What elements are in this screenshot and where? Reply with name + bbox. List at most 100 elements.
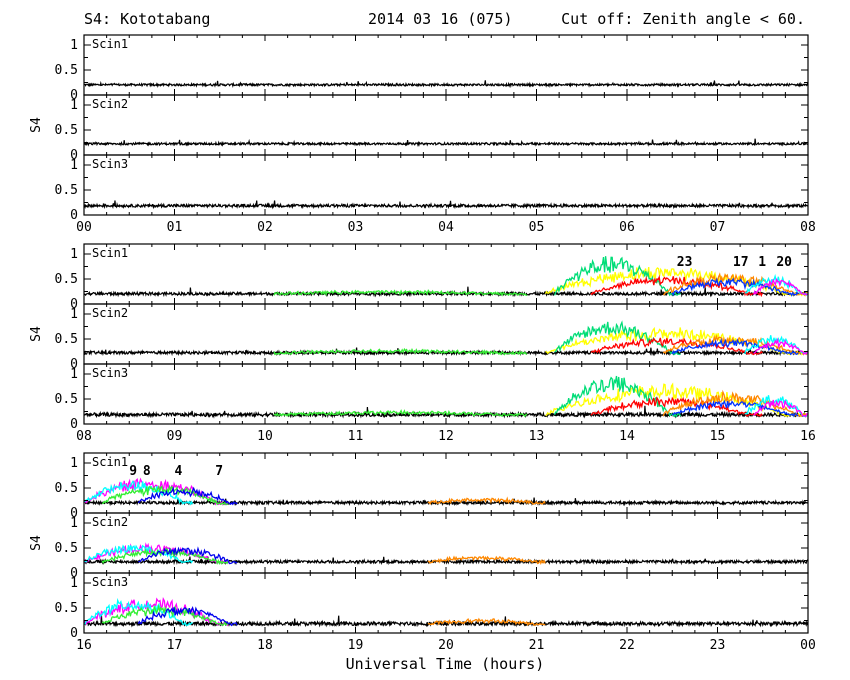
x-tick-label: 13 <box>529 429 545 444</box>
trace-prn-1 <box>590 396 763 418</box>
x-tick-label: 08 <box>800 220 816 235</box>
y-tick-label: 0 <box>70 357 78 372</box>
panel-scin3: 0 0.5 1 Scin3 <box>55 154 809 223</box>
panel-label: Scin3 <box>92 157 128 171</box>
x-tick-label: 01 <box>167 220 183 235</box>
x-tick-label: 12 <box>438 429 454 444</box>
y-tick-label: 0.5 <box>55 63 78 78</box>
y-tick-label: 0.5 <box>55 332 78 347</box>
trace-prn-black <box>83 556 809 566</box>
x-tick-label: 10 <box>257 429 273 444</box>
traces <box>84 80 809 89</box>
panel-label: Scin2 <box>92 515 128 529</box>
panel-label: Scin1 <box>92 455 128 469</box>
traces <box>83 542 809 566</box>
trace-prn-black <box>83 614 809 628</box>
x-axis-label: Universal Time (hours) <box>346 655 545 673</box>
y-tick-label: 0.5 <box>55 272 78 287</box>
y-tick-label: 1 <box>70 158 78 173</box>
trace-prn-8 <box>744 395 808 418</box>
y-tick-label: 1 <box>70 307 78 322</box>
trace-prn-1 <box>590 274 763 298</box>
prn-label-9: 9 <box>129 464 137 479</box>
y-tick-label: 1 <box>70 576 78 591</box>
trace-prn-8 <box>84 597 193 626</box>
y-axis-label: S4 <box>29 117 44 133</box>
trace-prn-17 <box>663 272 808 297</box>
x-tick-label: 09 <box>167 429 183 444</box>
y-tick-label: 1 <box>70 247 78 262</box>
trace-prn-4 <box>101 547 229 566</box>
trace-prn-23 <box>553 256 681 297</box>
y-axis-label: S4 <box>29 535 44 551</box>
prn-label-17: 17 <box>733 255 749 270</box>
y-tick-label: 0 <box>70 566 78 581</box>
trace-prn-17 <box>427 555 546 566</box>
x-tick-label: 18 <box>257 638 273 653</box>
x-tick-label: 02 <box>257 220 273 235</box>
trace-prn-black <box>83 138 809 148</box>
panel-scin3: 0 0.5 1 Scin3 <box>55 363 809 432</box>
trace-prn-17 <box>427 496 546 505</box>
prn-label-8: 8 <box>143 464 151 479</box>
y-tick-label: 1 <box>70 38 78 53</box>
panel-scin2: 0 0.5 1 Scin2 S4 <box>29 94 809 163</box>
panel-label: Scin1 <box>92 37 128 51</box>
prn-label-23: 23 <box>677 255 693 270</box>
panel-frame <box>83 94 809 156</box>
x-tick-label: 07 <box>710 220 726 235</box>
trace-prn-4 <box>101 604 229 627</box>
trace-prn-4 <box>273 289 528 297</box>
trace-prn-1 <box>590 337 763 356</box>
trace-prn-7 <box>137 605 238 627</box>
trace-prn-black <box>83 405 809 419</box>
panel-label: Scin2 <box>92 306 128 320</box>
trace-prn-9 <box>753 399 808 418</box>
trace-prn-8 <box>744 335 809 355</box>
x-tick-label: 08 <box>76 429 92 444</box>
trace-prn-blue <box>671 338 799 356</box>
y-tick-label: 0.5 <box>55 481 78 496</box>
panel-row-0: 0 0.5 1 Scin1 0 0.5 1 Scin2 S4 0 0.5 1 Scin3 00 01 02 03… <box>29 34 816 235</box>
trace-prn-black <box>83 347 809 357</box>
trace-prn-black <box>83 497 809 507</box>
y-tick-label: 0.5 <box>55 541 78 556</box>
x-tick-label: 21 <box>529 638 545 653</box>
x-tick-label: 05 <box>529 220 545 235</box>
y-tick-label: 0 <box>70 88 78 103</box>
y-tick-label: 0 <box>70 297 78 312</box>
y-tick-label: 0 <box>70 208 78 223</box>
panel-frame <box>83 512 809 574</box>
trace-prn-blue <box>671 277 799 297</box>
trace-prn-8 <box>83 544 194 564</box>
trace-prn-17 <box>662 389 808 418</box>
x-tick-label: 04 <box>438 220 454 235</box>
station-title: S4: Kototabang <box>84 10 210 28</box>
trace-prn-9 <box>753 337 809 356</box>
prn-label-1: 1 <box>758 255 766 270</box>
trace-prn-23 <box>554 320 681 356</box>
trace-prn-7 <box>138 546 238 565</box>
prn-label-4: 4 <box>175 464 183 479</box>
y-tick-label: 0.5 <box>55 601 78 616</box>
y-tick-label: 0.5 <box>55 392 78 407</box>
x-tick-label: 17 <box>167 638 183 653</box>
panel-scin3: 0 0.5 1 Scin3 <box>55 572 809 641</box>
trace-prn-8 <box>83 480 194 506</box>
traces <box>83 597 809 628</box>
trace-prn-9 <box>83 597 229 627</box>
x-tick-label: 03 <box>348 220 364 235</box>
y-tick-label: 0.5 <box>55 123 78 138</box>
panel-label: Scin1 <box>92 246 128 260</box>
y-tick-label: 0 <box>70 417 78 432</box>
trace-prn-black <box>84 80 809 89</box>
traces <box>83 200 809 210</box>
trace-prn-7 <box>137 486 238 506</box>
y-tick-label: 1 <box>70 367 78 382</box>
y-tick-label: 0 <box>70 148 78 163</box>
traces <box>83 138 809 148</box>
y-tick-label: 0 <box>70 506 78 521</box>
prn-label-20: 20 <box>776 255 792 270</box>
